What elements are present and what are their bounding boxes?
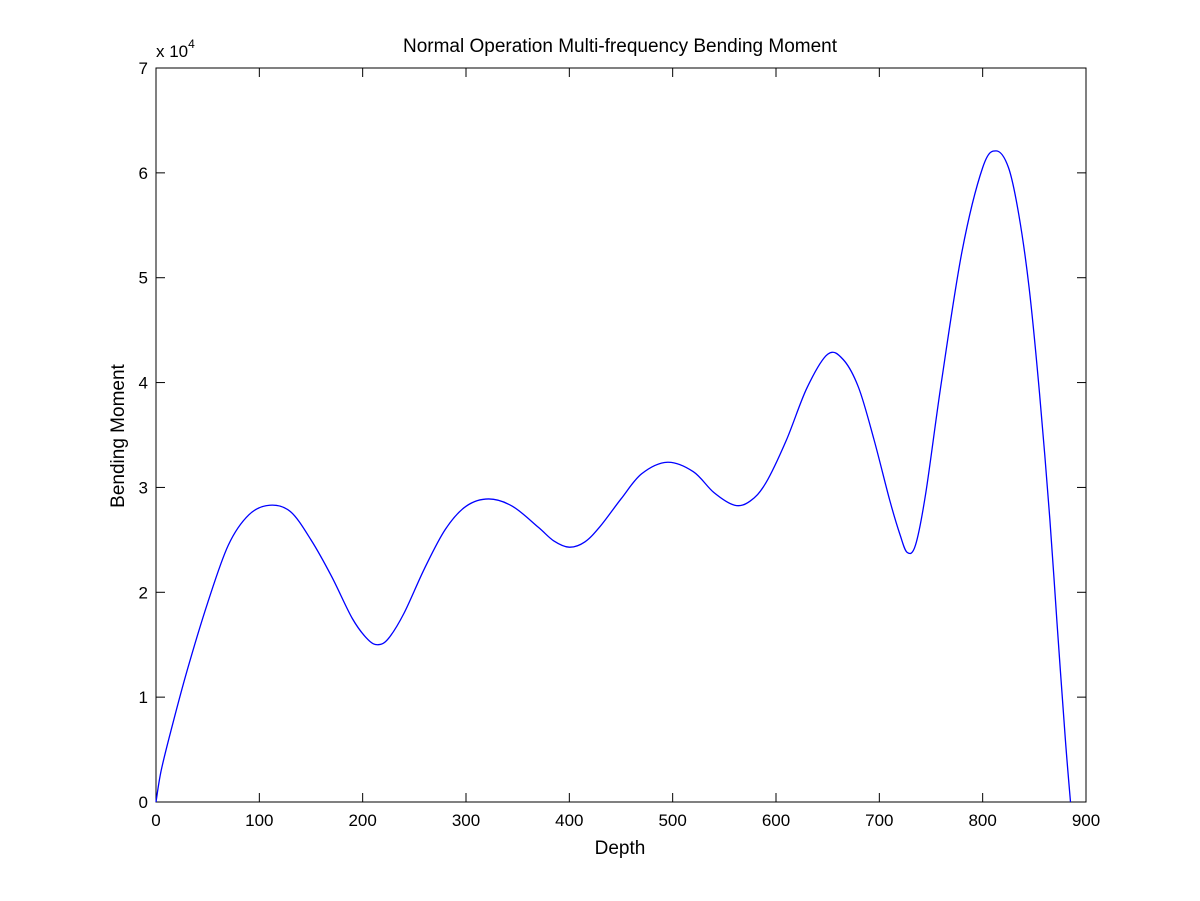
y-axis-label: Bending Moment — [108, 363, 129, 507]
chart-title: Normal Operation Multi-frequency Bending… — [403, 36, 838, 57]
axis-tick-labels: 0 100 200 300 400 500 600 700 800 900 0 1 2 3 4 5 6 7 — [139, 59, 1101, 830]
bending-moment-line — [155, 150, 1072, 803]
y-axis-multiplier: x 104 — [156, 37, 195, 61]
y-tick-label: 4 — [139, 374, 148, 393]
x-tick-label: 200 — [348, 811, 376, 830]
x-tick-label: 400 — [555, 811, 583, 830]
x-tick-label: 600 — [762, 811, 790, 830]
y-tick-label: 6 — [139, 164, 148, 183]
plot-area — [155, 67, 1087, 803]
x-tick-label: 300 — [452, 811, 480, 830]
y-tick-label: 5 — [139, 269, 148, 288]
x-axis-label: Depth — [595, 838, 646, 859]
y-tick-label: 7 — [139, 59, 148, 78]
x-tick-label: 800 — [968, 811, 996, 830]
y-tick-label: 3 — [139, 478, 148, 497]
y-tick-label: 0 — [139, 793, 148, 812]
x-tick-label: 0 — [151, 811, 160, 830]
x-tick-label: 500 — [658, 811, 686, 830]
y-axis-multiplier-base: x 10 — [156, 42, 188, 61]
x-tick-label: 700 — [865, 811, 893, 830]
y-tick-label: 2 — [139, 583, 148, 602]
x-tick-label: 100 — [245, 811, 273, 830]
axis-ticks — [155, 67, 1087, 803]
x-tick-label: 900 — [1072, 811, 1100, 830]
y-axis-multiplier-exponent: 4 — [188, 37, 195, 51]
y-tick-label: 1 — [139, 688, 148, 707]
